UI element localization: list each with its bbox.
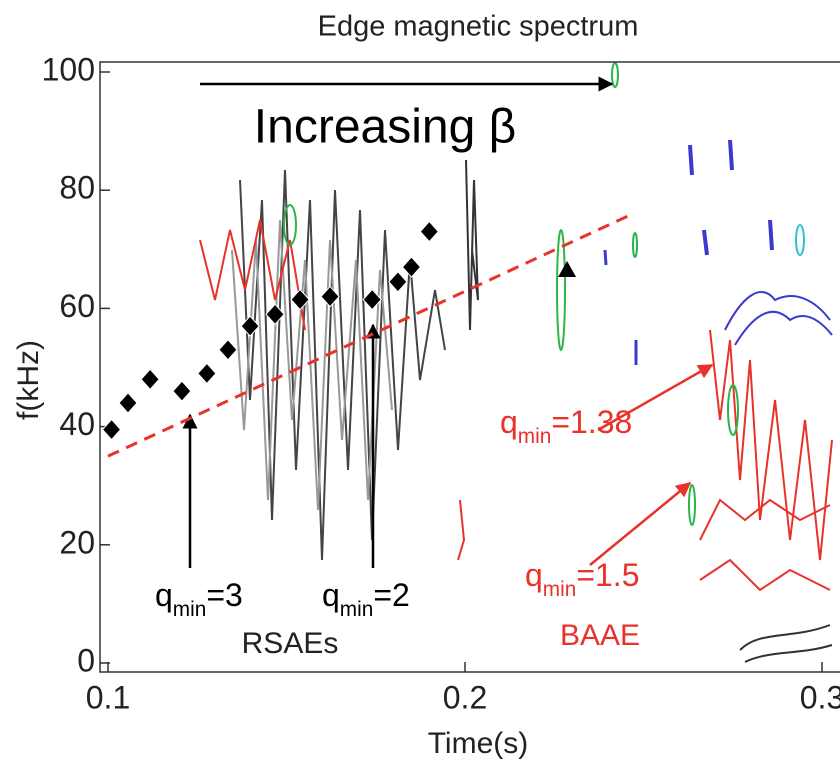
y-tick-label: 20 (59, 524, 95, 560)
spectrogram-contours (199, 62, 833, 663)
diamond-marker (265, 303, 285, 326)
y-tick-label: 40 (59, 406, 95, 442)
x-tick-label: 0.2 (443, 679, 487, 715)
diamond-marker (419, 220, 439, 243)
annotation-base: q (525, 557, 543, 593)
plot-frame (99, 61, 840, 673)
diamond-marker (218, 339, 238, 361)
annotation-tail: =1.38 (551, 404, 632, 440)
diamond-marker (362, 288, 382, 311)
annotation: RSAEs (242, 627, 339, 660)
annotation-subscript: min (518, 425, 552, 448)
diamond-marker (118, 392, 138, 414)
annotation-tail: =1.5 (576, 557, 639, 593)
y-axis-label: f(kHz) (12, 340, 45, 420)
annotation: BAAE (560, 619, 640, 652)
annotation-subscript: min (543, 578, 577, 601)
y-tick-label: 0 (77, 642, 95, 678)
diamond-marker (240, 315, 260, 337)
chart-title: Edge magnetic spectrum (318, 11, 639, 43)
annotation-base: q (500, 404, 518, 440)
x-axis-label: Time(s) (428, 727, 529, 760)
diamond-marker (290, 288, 310, 311)
annotation: Increasing β (254, 101, 516, 154)
annotation-tail: =3 (206, 577, 242, 613)
y-tick-label: 80 (59, 170, 95, 206)
annotation: qmin=2 (322, 577, 410, 620)
annotation-base: q (322, 577, 340, 613)
trend-line (107, 212, 634, 458)
y-tick-label: 60 (59, 288, 95, 324)
annotation-tail: =2 (373, 577, 409, 613)
annotation: qmin=1.38 (500, 404, 632, 447)
diamond-marker (197, 362, 217, 385)
x-tick-label: 0.1 (86, 679, 130, 715)
arrows (182, 76, 714, 568)
annotation: qmin=1.5 (525, 557, 639, 600)
y-tick-label: 100 (42, 51, 95, 87)
diamond-marker (172, 380, 192, 402)
triangle-marker (558, 260, 577, 277)
diamond-marker (320, 285, 340, 308)
diamond-marker (140, 368, 160, 391)
diamond-marker (388, 271, 408, 293)
annotation-subscript: min (340, 598, 374, 621)
annotation: qmin=3 (155, 577, 243, 620)
x-tick-label: 0.3 (800, 679, 840, 715)
annotation-base: q (155, 577, 173, 613)
diamond-marker (401, 256, 422, 278)
diamond-marker (101, 418, 122, 441)
annotation-subscript: min (173, 598, 207, 621)
